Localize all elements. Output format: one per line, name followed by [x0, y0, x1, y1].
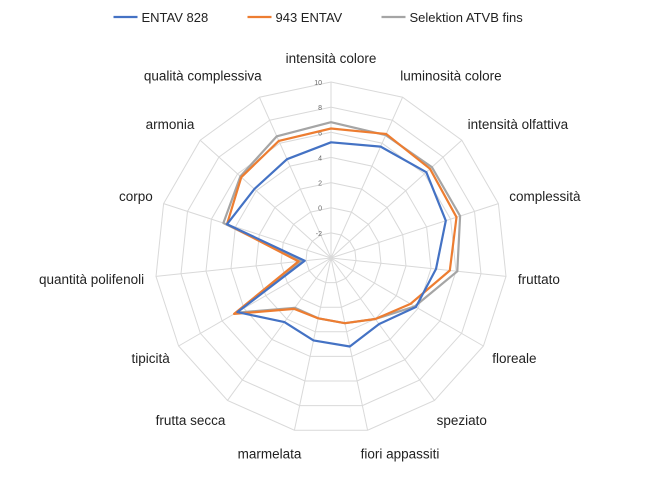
axis-label: luminosità colore	[400, 68, 501, 83]
grid-spoke	[330, 139, 463, 259]
tick-label: 4	[318, 155, 322, 162]
axis-label: fruttato	[518, 272, 560, 287]
axis-label: floreale	[492, 351, 536, 366]
grid-spoke	[163, 203, 332, 259]
tick-label: -2	[316, 231, 322, 238]
tick-label: 6	[318, 130, 322, 137]
grid-spoke	[178, 257, 332, 347]
series-line	[225, 127, 458, 325]
grid-spoke	[330, 257, 507, 277]
axis-label: quantità polifenoli	[39, 272, 144, 287]
tick-label: 8	[318, 105, 322, 112]
axis-label: fiori appassiti	[361, 447, 440, 462]
grid-ring	[155, 81, 507, 431]
axis-label: tipicità	[132, 351, 171, 366]
axis-label: complessità	[509, 189, 581, 204]
grid-ring	[255, 182, 407, 333]
axis-label: frutta secca	[156, 413, 226, 428]
grid-ring	[205, 131, 457, 382]
grid-spoke	[330, 257, 435, 401]
legend-label: 943 ENTAV	[276, 10, 343, 25]
axis-label: speziato	[437, 413, 487, 428]
grid-spoke	[330, 203, 499, 259]
tick-label: 0	[318, 206, 322, 213]
grid-ring	[180, 106, 482, 407]
grid-spoke	[199, 139, 332, 259]
tick-label: 2	[318, 181, 322, 188]
axis-label: corpo	[119, 189, 153, 204]
grid-spoke	[293, 257, 332, 431]
grid-ring	[305, 232, 357, 284]
legend: ENTAV 828 943 ENTAV Selektion ATVB fins	[113, 10, 524, 25]
grid-spoke	[330, 257, 484, 347]
radar-axis-labels: intensità colore luminosità colore intensi…	[39, 51, 581, 462]
grid-spoke	[227, 257, 332, 401]
radar-tick-labels: -2 0 2 4 6 8 10	[314, 80, 322, 238]
grid-spoke	[330, 257, 369, 431]
legend-label: Selektion ATVB fins	[410, 10, 524, 25]
grid-spoke	[330, 96, 404, 259]
grid-ring	[280, 207, 382, 308]
legend-label: ENTAV 828	[142, 10, 209, 25]
axis-label: marmelata	[238, 447, 302, 462]
series-line	[225, 141, 447, 348]
grid-spoke	[258, 96, 332, 259]
radar-series	[222, 121, 462, 348]
axis-label: intensità olfattiva	[468, 117, 569, 132]
axis-label: intensità colore	[286, 51, 377, 66]
radar-grid	[155, 81, 507, 431]
tick-label: 10	[314, 80, 322, 87]
axis-label: armonia	[146, 117, 195, 132]
axis-label: qualità complessiva	[144, 68, 262, 83]
grid-ring	[230, 156, 432, 357]
